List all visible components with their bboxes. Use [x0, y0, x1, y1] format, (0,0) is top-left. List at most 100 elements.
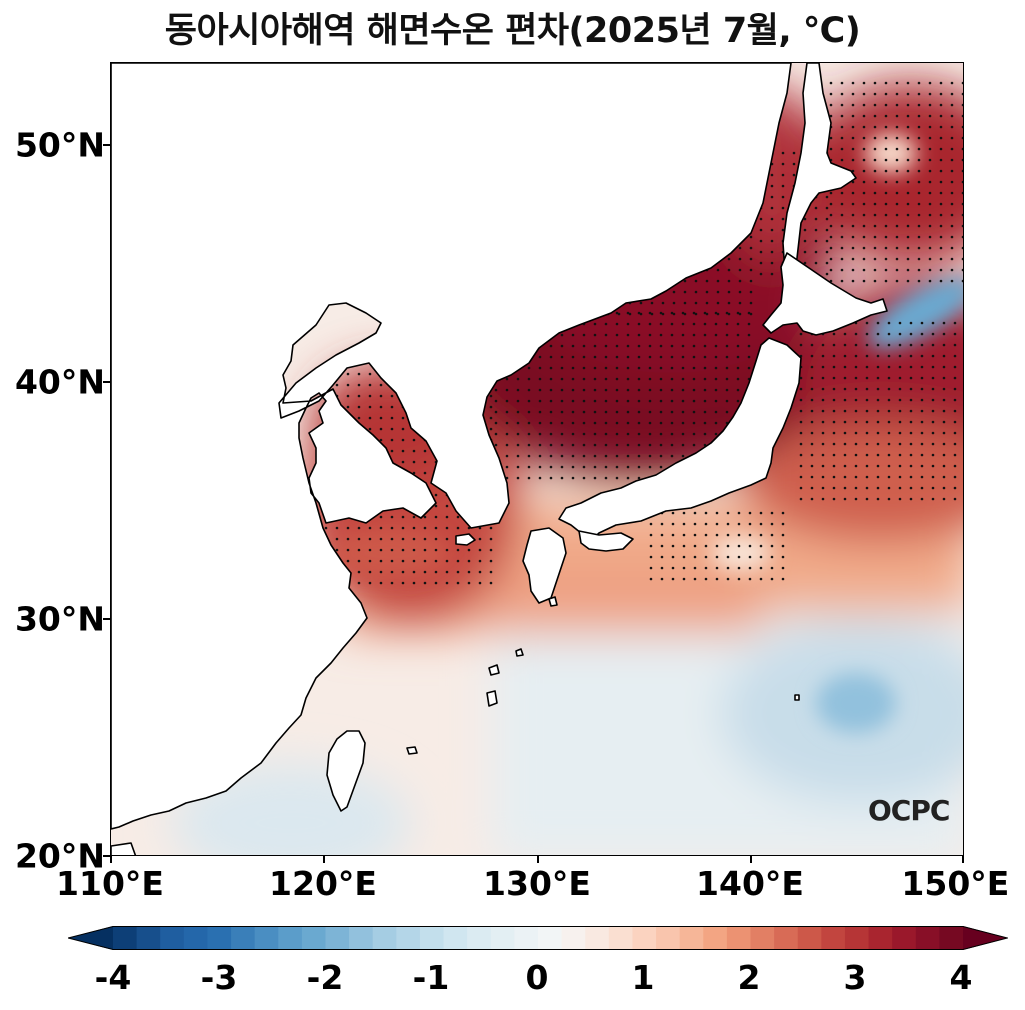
stipple-dot: [950, 81, 954, 85]
stipple-dot: [950, 235, 954, 239]
stipple-dot: [494, 388, 498, 392]
stipple-dot: [909, 497, 913, 501]
stipple-dot: [571, 465, 575, 469]
stipple-dot: [770, 555, 774, 559]
stipple-dot: [649, 522, 653, 526]
stipple-dot: [931, 409, 935, 413]
stipple-dot: [705, 279, 709, 283]
stipple-dot: [909, 321, 913, 325]
stipple-dot: [928, 235, 932, 239]
stipple-dot: [615, 366, 619, 370]
stipple-dot: [692, 344, 696, 348]
stipple-dot: [898, 409, 902, 413]
stipple-dot: [781, 162, 785, 166]
stipple-dot: [953, 420, 957, 424]
stipple-dot: [939, 279, 943, 283]
stipple-dot: [693, 566, 697, 570]
stipple-dot: [538, 476, 542, 480]
stipple-dot: [538, 443, 542, 447]
stipple-dot: [895, 268, 899, 272]
stipple-dot: [648, 322, 652, 326]
stipple-dot: [814, 250, 818, 254]
stipple-dot: [832, 475, 836, 479]
stipple-dot: [884, 125, 888, 129]
stipple-dot: [840, 257, 844, 261]
stipple-dot: [854, 497, 858, 501]
stipple-dot: [884, 257, 888, 261]
stipple-dot: [873, 125, 877, 129]
stipple-dot: [810, 354, 814, 358]
stipple-dot: [703, 344, 707, 348]
stipple-dot: [357, 559, 361, 563]
stipple-dot: [538, 465, 542, 469]
stipple-dot: [549, 454, 553, 458]
stipple-dot: [368, 416, 372, 420]
stipple-dot: [637, 366, 641, 370]
stipple-dot: [703, 355, 707, 359]
stipple-dot: [346, 537, 350, 541]
stipple-dot: [747, 355, 751, 359]
stipple-dot: [412, 438, 416, 442]
stipple-dot: [876, 343, 880, 347]
colorbar-bin: [183, 926, 209, 950]
stipple-dot: [604, 366, 608, 370]
stipple-dot: [412, 515, 416, 519]
stipple-dot: [840, 191, 844, 195]
stipple-dot: [895, 136, 899, 140]
stipple-dot: [917, 268, 921, 272]
stipple-dot: [549, 344, 553, 348]
stipple-dot: [626, 432, 630, 436]
stipple-dot: [736, 388, 740, 392]
stipple-dot: [876, 409, 880, 413]
stipple-dot: [714, 432, 718, 436]
stipple-dot: [942, 398, 946, 402]
stipple-dot: [851, 224, 855, 228]
stipple-dot: [549, 465, 553, 469]
stipple-dot: [920, 431, 924, 435]
stipple-dot: [571, 388, 575, 392]
stipple-dot: [928, 114, 932, 118]
stipple-dot: [843, 354, 847, 358]
stipple-dot: [906, 191, 910, 195]
stipple-dot: [851, 213, 855, 217]
stipple-dot: [749, 301, 753, 305]
stipple-dot: [876, 398, 880, 402]
y-tick-label: 50°N: [14, 125, 105, 165]
stipple-dot: [604, 476, 608, 480]
stipple-dot: [390, 405, 394, 409]
stipple-dot: [637, 322, 641, 326]
stipple-dot: [931, 497, 935, 501]
stipple-dot: [799, 398, 803, 402]
stipple-dot: [694, 279, 698, 283]
stipple-dot: [650, 301, 654, 305]
stipple-dot: [928, 268, 932, 272]
stipple-dot: [873, 224, 877, 228]
stipple-dot: [898, 420, 902, 424]
stipple-dot: [335, 537, 339, 541]
stipple-dot: [854, 387, 858, 391]
stipple-dot: [939, 191, 943, 195]
stipple-dot: [692, 432, 696, 436]
stipple-dot: [725, 377, 729, 381]
stipple-dot: [412, 548, 416, 552]
stipple-dot: [865, 365, 869, 369]
stipple-dot: [895, 81, 899, 85]
stipple-dot: [862, 279, 866, 283]
stipple-dot: [770, 544, 774, 548]
stipple-dot: [884, 180, 888, 184]
stipple-dot: [781, 173, 785, 177]
stipple-dot: [604, 355, 608, 359]
stipple-dot: [516, 388, 520, 392]
stipple-dot: [961, 169, 963, 173]
stipple-dot: [390, 394, 394, 398]
stipple-dot: [401, 460, 405, 464]
stipple-dot: [505, 377, 509, 381]
stipple-dot: [909, 354, 913, 358]
stipple-dot: [582, 399, 586, 403]
stipple-dot: [346, 372, 350, 376]
stipple-dot: [781, 533, 785, 537]
stipple-dot: [961, 92, 963, 96]
stipple-dot: [928, 81, 932, 85]
stipple-dot: [726, 544, 730, 548]
stipple-dot: [538, 410, 542, 414]
